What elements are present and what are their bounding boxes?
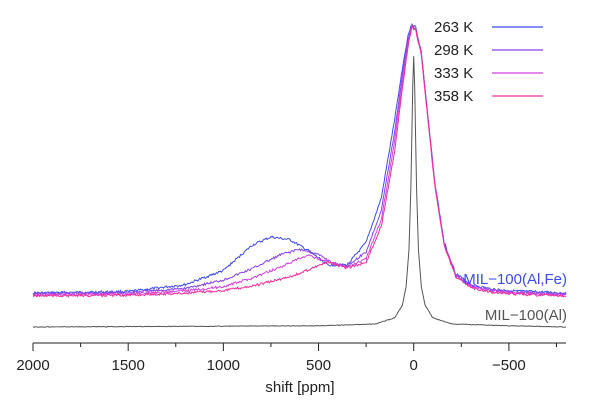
series-label-mil100-al: MIL−100(Al) [485, 307, 567, 324]
x-tick-label: 1000 [207, 357, 240, 374]
legend-label-298k: 298 K [434, 42, 473, 59]
legend-label-263k: 263 K [434, 19, 473, 36]
x-tick-label: 500 [306, 357, 331, 374]
series-line-333-k [32, 23, 567, 297]
legend-label-358k: 358 K [434, 88, 473, 105]
x-tick-label: −500 [492, 357, 526, 374]
series-line-358-k [32, 25, 567, 298]
x-tick-label: 2000 [16, 357, 49, 374]
x-tick-label: 0 [410, 357, 418, 374]
series-label-mil100-alfe: MIL−100(Al,Fe) [463, 271, 567, 288]
series-line-263-k [32, 24, 567, 295]
x-tick-label: 1500 [111, 357, 144, 374]
legend-label-333k: 333 K [434, 65, 473, 82]
x-axis: 2000 1500 1000 500 0 −500 [16, 342, 566, 374]
legend: 263 K 298 K 333 K 358 K [434, 19, 543, 105]
series-layer [32, 22, 567, 328]
series-line-mil-100-al- [32, 56, 567, 328]
x-axis-title: shift [ppm] [265, 379, 334, 396]
series-line-298-k [32, 22, 567, 296]
